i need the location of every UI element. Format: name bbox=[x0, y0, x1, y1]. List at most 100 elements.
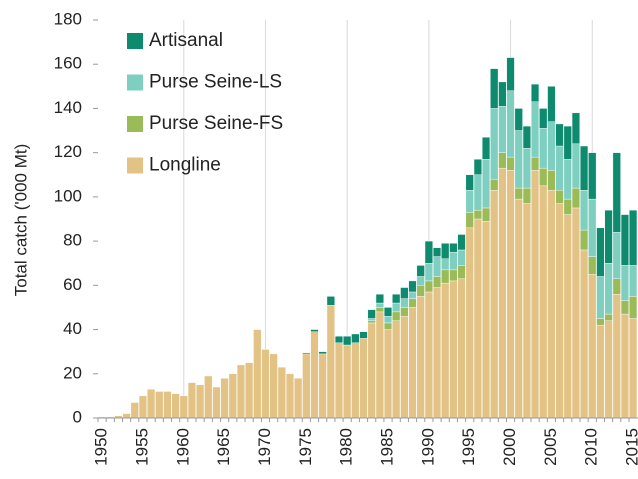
bar-segment bbox=[506, 90, 515, 158]
bar-segment bbox=[490, 68, 499, 109]
bar-segment bbox=[596, 318, 605, 326]
bar-segment bbox=[531, 156, 540, 171]
bar-segment bbox=[441, 269, 450, 284]
bar-segment bbox=[449, 280, 458, 419]
bar-segment bbox=[441, 258, 450, 271]
bar-segment bbox=[531, 83, 540, 103]
bar-segment bbox=[302, 353, 311, 419]
y-tick-label: 120 bbox=[54, 142, 82, 161]
bar-segment bbox=[465, 212, 474, 229]
bar-segment bbox=[563, 214, 572, 419]
bar-segment bbox=[604, 320, 613, 419]
bar-segment bbox=[343, 344, 352, 419]
bar-segment bbox=[539, 108, 548, 129]
bar-segment bbox=[392, 320, 401, 419]
bar-segment bbox=[449, 251, 458, 271]
bar-segment bbox=[620, 300, 629, 315]
bar-segment bbox=[490, 178, 499, 191]
bar-segment bbox=[424, 280, 433, 293]
bar-segment bbox=[571, 187, 580, 209]
bar-segment bbox=[555, 190, 564, 204]
bar-segment bbox=[424, 240, 433, 264]
bar-segment bbox=[555, 123, 564, 147]
bar-segment bbox=[620, 265, 629, 302]
bar-segment bbox=[571, 207, 580, 419]
bar-segment bbox=[261, 349, 270, 419]
bar-segment bbox=[416, 296, 425, 419]
bar-segment bbox=[506, 57, 515, 91]
x-tick-label: 2010 bbox=[582, 428, 601, 466]
bar-segment bbox=[522, 125, 531, 149]
y-tick-label: 40 bbox=[63, 319, 82, 338]
bar-segment bbox=[620, 313, 629, 419]
bar-segment bbox=[522, 187, 531, 204]
bar-segment bbox=[612, 232, 621, 279]
bar-segment bbox=[367, 318, 376, 321]
bar-segment bbox=[294, 378, 303, 419]
bar-segment bbox=[432, 287, 442, 419]
bar-segment bbox=[473, 159, 482, 175]
bar-segment bbox=[588, 198, 597, 257]
bar-segment bbox=[588, 274, 597, 419]
bar-segment bbox=[326, 296, 335, 306]
bar-segment bbox=[212, 386, 221, 419]
bar-segment bbox=[408, 307, 417, 419]
bar-segment bbox=[547, 170, 556, 191]
bar-segment bbox=[498, 106, 507, 153]
bar-segment bbox=[482, 136, 491, 160]
bar-segment bbox=[490, 190, 499, 419]
legend-label: Purse Seine-FS bbox=[149, 113, 283, 134]
bar-segment bbox=[514, 130, 523, 189]
bar-segment bbox=[629, 296, 638, 319]
bar-segment bbox=[416, 276, 425, 286]
bar-segment bbox=[457, 278, 466, 419]
bar-segment bbox=[334, 335, 344, 344]
bar-segment bbox=[596, 276, 605, 319]
bar-segment bbox=[580, 249, 589, 419]
bar-segment bbox=[138, 395, 147, 419]
bar-segment bbox=[400, 316, 409, 419]
bar-segment bbox=[318, 351, 327, 355]
bar-segment bbox=[432, 256, 442, 277]
bar-segment bbox=[482, 221, 491, 419]
bar-segment bbox=[555, 145, 564, 191]
bar-segment bbox=[318, 353, 327, 419]
bar-segment bbox=[171, 393, 180, 419]
bar-segment bbox=[367, 320, 376, 324]
bar-segment bbox=[285, 373, 295, 419]
bar-segment bbox=[514, 108, 523, 131]
bar-segment bbox=[269, 353, 278, 419]
x-tick-label: 1970 bbox=[255, 428, 274, 466]
bar-segment bbox=[367, 322, 376, 419]
bar-segment bbox=[302, 352, 311, 355]
y-tick-label: 180 bbox=[54, 9, 82, 28]
bar-segment bbox=[547, 121, 556, 171]
bar-segment bbox=[596, 324, 605, 419]
bar-segment bbox=[571, 143, 580, 189]
x-tick-label: 2000 bbox=[500, 428, 519, 466]
bar-segment bbox=[163, 391, 172, 419]
bar-segment bbox=[604, 313, 613, 321]
bar-segment bbox=[473, 174, 482, 211]
bar-segment bbox=[375, 307, 384, 313]
bar-segment bbox=[555, 203, 564, 419]
bar-segment bbox=[130, 402, 139, 419]
bar-segment bbox=[253, 329, 262, 419]
bar-segment bbox=[522, 148, 531, 189]
bar-segment bbox=[383, 322, 393, 330]
bar-segment bbox=[351, 333, 360, 344]
bar-segment bbox=[383, 316, 393, 324]
x-tick-label: 1965 bbox=[214, 428, 233, 466]
bar-segment bbox=[416, 265, 425, 277]
bar-segment bbox=[588, 152, 597, 200]
bar-segment bbox=[155, 391, 164, 419]
bar-segment bbox=[375, 302, 384, 308]
bar-segment bbox=[482, 207, 491, 222]
bar-segment bbox=[531, 101, 540, 158]
bar-segment bbox=[473, 218, 482, 419]
bar-segment bbox=[465, 190, 474, 213]
bar-segment bbox=[375, 311, 384, 419]
bar-segment bbox=[383, 329, 393, 419]
bar-segment bbox=[449, 243, 458, 253]
